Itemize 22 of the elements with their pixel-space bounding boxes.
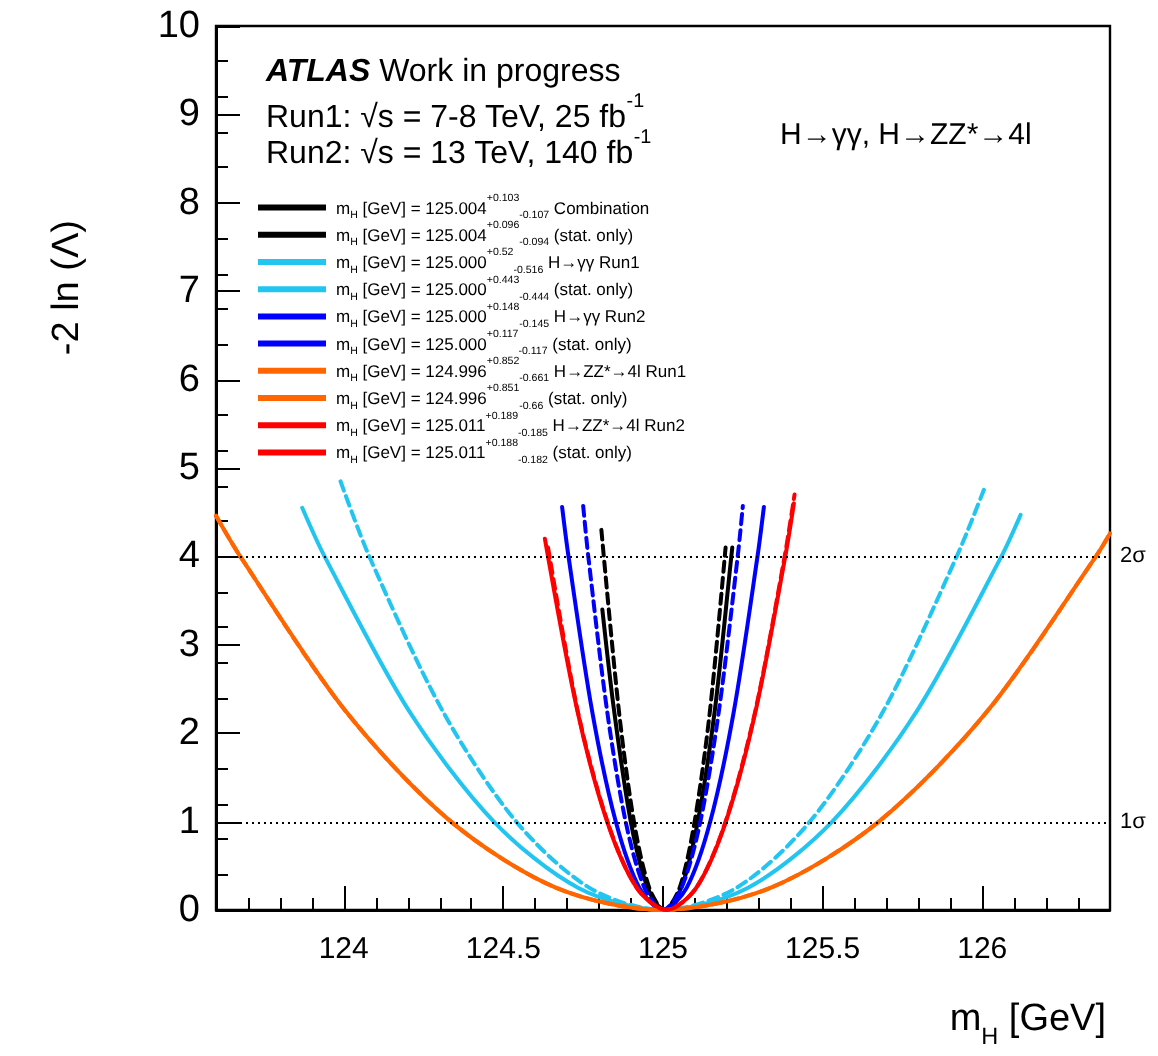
y-tick-label: 1 bbox=[178, 800, 200, 843]
ref-line-label: 2σ bbox=[1120, 544, 1147, 569]
y-tick-label: 6 bbox=[178, 358, 200, 401]
y-tick-label: 3 bbox=[178, 623, 200, 666]
annotation: H→γγ, H→ZZ*→4l bbox=[780, 118, 1032, 152]
y-tick-label: 10 bbox=[157, 5, 200, 47]
x-tick-label: 125 bbox=[637, 932, 689, 966]
y-tick-label: 0 bbox=[178, 889, 200, 931]
annotation: ATLAS Work in progress bbox=[264, 55, 621, 89]
y-axis-title: -2 ln (Λ) bbox=[46, 219, 88, 356]
y-tick-label: 5 bbox=[178, 447, 200, 489]
x-tick-label: 126 bbox=[957, 932, 1008, 966]
y-tick-label: 4 bbox=[178, 535, 201, 578]
line-series bbox=[560, 504, 766, 912]
ref-line-label: 1σ bbox=[1120, 809, 1147, 834]
y-tick-label: 2 bbox=[178, 712, 200, 755]
y-tick-label: 8 bbox=[178, 181, 200, 224]
x-tick-label: 124.5 bbox=[465, 932, 541, 966]
y-tick-label: 9 bbox=[178, 93, 200, 136]
y-tick-label: 7 bbox=[178, 270, 200, 313]
x-tick-label: 125.5 bbox=[785, 932, 861, 966]
x-tick-label: 124 bbox=[318, 932, 369, 966]
